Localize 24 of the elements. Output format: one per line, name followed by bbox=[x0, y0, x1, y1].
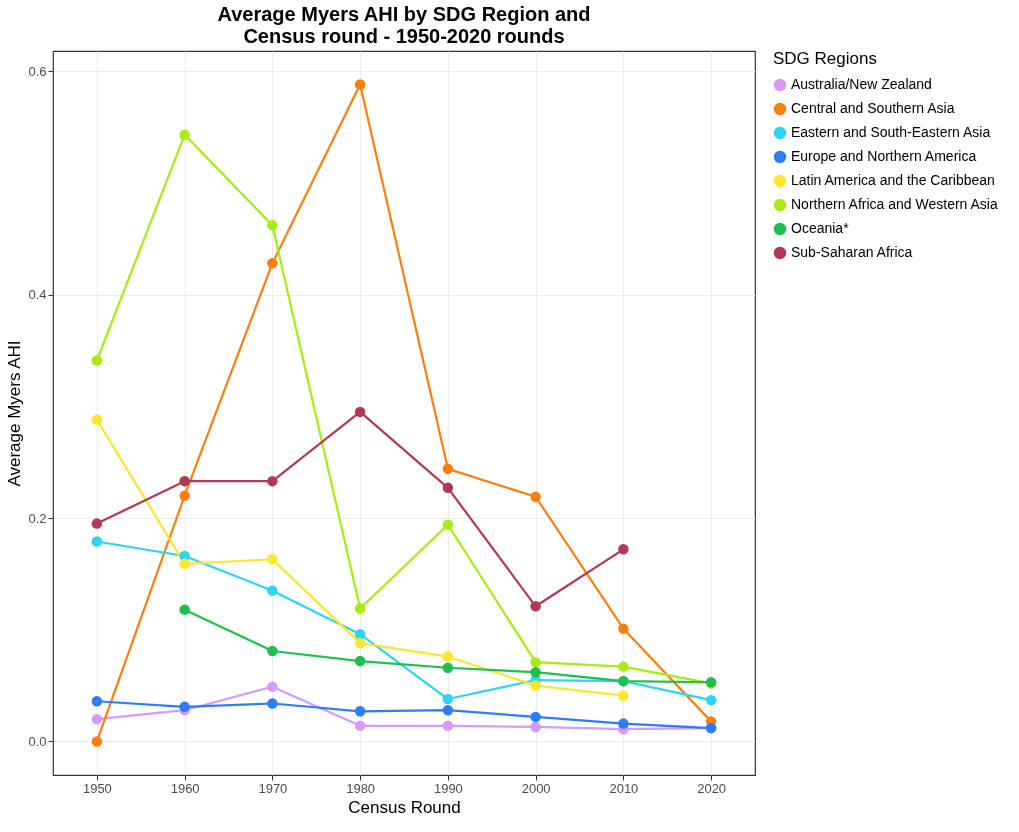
x-tick-label: 1980 bbox=[346, 780, 376, 796]
y-tick-label: 0.2 bbox=[28, 510, 47, 526]
y-axis-title: Average Myers AHI bbox=[5, 340, 25, 487]
legend-label: Australia/New Zealand bbox=[791, 76, 932, 92]
legend-title: SDG Regions bbox=[773, 49, 877, 68]
x-tick-label: 2010 bbox=[609, 780, 639, 796]
chart-title: Average Myers AHI by SDG Region and Census round - 1950-2020 rounds bbox=[217, 3, 591, 47]
y-tick-label: 0.4 bbox=[28, 287, 47, 303]
legend-label: Central and Southern Asia bbox=[791, 100, 955, 116]
legend-label: Northern Africa and Western Asia bbox=[791, 196, 998, 212]
x-tick-label: 1950 bbox=[82, 780, 112, 796]
y-tick-label: 0.0 bbox=[28, 733, 47, 749]
x-tick-label: 2000 bbox=[521, 780, 551, 796]
legend-label: Latin America and the Caribbean bbox=[791, 172, 995, 188]
legend-label: Eastern and South-Eastern Asia bbox=[791, 124, 991, 140]
x-axis-title: Census Round bbox=[348, 797, 461, 817]
legend-label: Sub-Saharan Africa bbox=[791, 244, 913, 260]
x-tick-label: 1960 bbox=[170, 780, 200, 796]
x-tick-label: 2020 bbox=[697, 780, 727, 796]
legend-label: Europe and Northern America bbox=[791, 148, 977, 164]
x-tick-label: 1990 bbox=[433, 780, 463, 796]
legend-label: Oceania* bbox=[791, 220, 850, 236]
y-tick-label: 0.6 bbox=[28, 63, 47, 79]
x-tick-label: 1970 bbox=[258, 780, 288, 796]
